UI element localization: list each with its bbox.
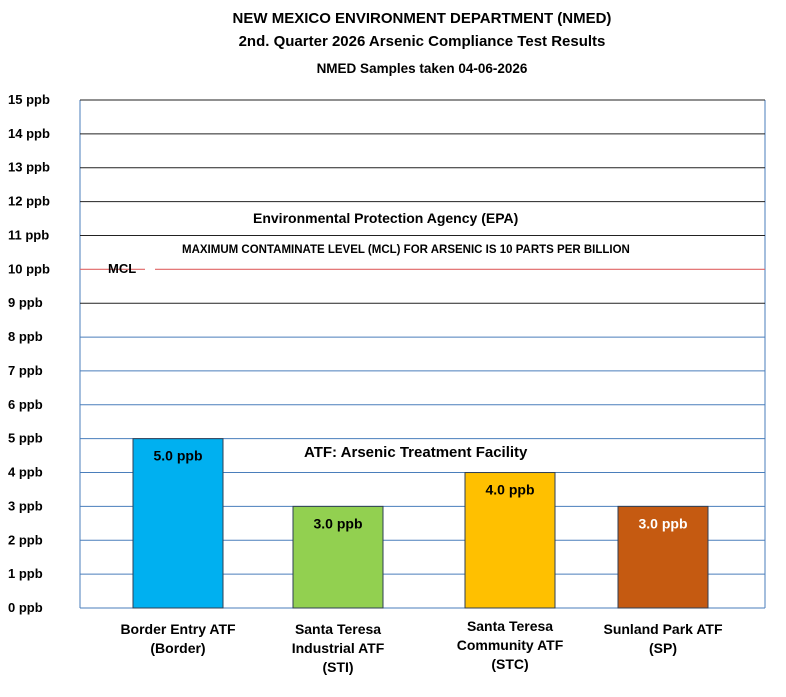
y-tick-label: 13 ppb — [8, 160, 50, 175]
y-tick-label: 5 ppb — [8, 431, 43, 446]
y-tick-label: 7 ppb — [8, 363, 43, 378]
category-label-line: (STC) — [491, 656, 529, 672]
data-label: 5.0 ppb — [153, 448, 202, 464]
chart-title-line-2: 2nd. Quarter 2026 Arsenic Compliance Tes… — [238, 33, 606, 50]
y-tick-label: 6 ppb — [8, 397, 43, 412]
mcl-statement: MAXIMUM CONTAMINATE LEVEL (MCL) FOR ARSE… — [182, 244, 630, 256]
atf-annotation: ATF: Arsenic Treatment Facility — [304, 444, 528, 461]
category-label-line: (SP) — [649, 640, 677, 656]
y-tick-label: 8 ppb — [8, 329, 43, 344]
y-tick-label: 2 ppb — [8, 532, 43, 547]
y-tick-label: 0 ppb — [8, 600, 43, 615]
data-label: 4.0 ppb — [485, 482, 534, 498]
y-tick-label: 14 ppb — [8, 126, 50, 141]
y-tick-label: 10 ppb — [8, 261, 50, 276]
category-label-line: Santa Teresa — [294, 621, 382, 637]
mcl-label: MCL — [108, 261, 137, 276]
category-label: Santa Teresa Community ATF (STC) — [425, 617, 595, 674]
category-label: Santa Teresa Industrial ATF (STI) — [253, 620, 423, 677]
category-label-line: (STI) — [322, 659, 354, 675]
data-label: 3.0 ppb — [638, 515, 687, 531]
category-label: Border Entry ATF (Border) — [93, 620, 263, 658]
y-tick-label: 1 ppb — [8, 566, 43, 581]
category-label-line: Santa Teresa — [466, 618, 554, 634]
data-label: 3.0 ppb — [313, 515, 362, 531]
y-tick-label: 9 ppb — [8, 295, 43, 310]
atf-gap — [225, 443, 600, 472]
category-label-line: Border Entry ATF — [120, 621, 236, 637]
y-tick-label: 3 ppb — [8, 498, 43, 513]
mcl-gap — [145, 261, 155, 276]
bar — [464, 472, 556, 609]
category-label: Sunland Park ATF (SP) — [578, 620, 748, 658]
y-tick-label: 12 ppb — [8, 194, 50, 209]
y-tick-label: 11 ppb — [8, 227, 49, 242]
category-label-line: (Border) — [150, 640, 206, 656]
y-tick-label: 4 ppb — [8, 465, 43, 480]
category-label-line: Industrial ATF — [291, 640, 385, 656]
category-label-line: Sunland Park ATF — [603, 621, 723, 637]
category-label-line: Community ATF — [456, 637, 564, 653]
bar — [132, 438, 224, 609]
y-tick-label: 15 ppb — [8, 92, 50, 107]
chart-subtitle: NMED Samples taken 04-06-2026 — [316, 61, 528, 76]
bar — [617, 505, 709, 609]
chart-title: NEW MEXICO ENVIRONMENT DEPARTMENT (NMED) — [232, 10, 612, 27]
epa-annotation: Environmental Protection Agency (EPA) — [253, 210, 519, 226]
bar — [292, 505, 384, 609]
